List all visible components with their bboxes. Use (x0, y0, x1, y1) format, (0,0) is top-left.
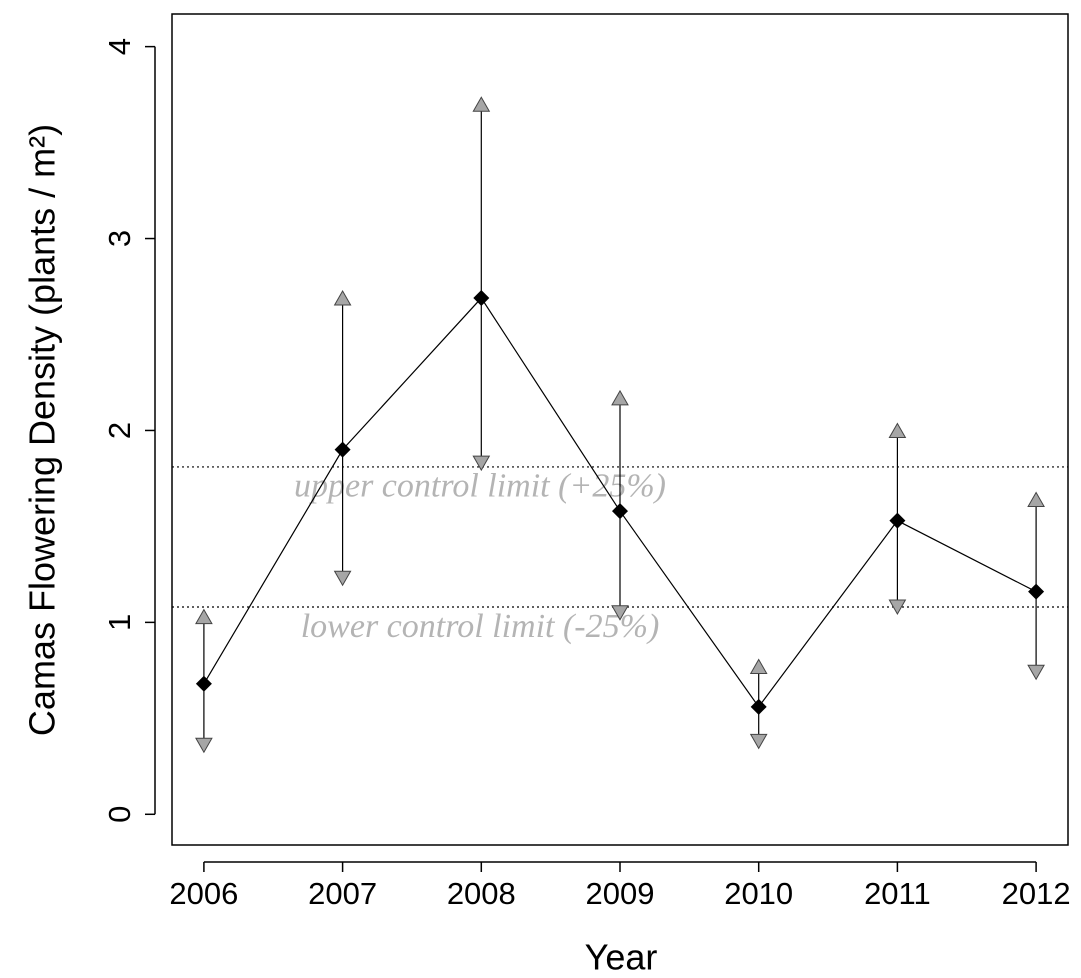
lower-arrow (333, 570, 352, 587)
lower-arrow (888, 599, 907, 616)
upper-arrow (749, 658, 768, 675)
x-tick-label: 2011 (864, 876, 931, 911)
y-tick-label: 1 (102, 614, 137, 631)
x-tick-label: 2006 (169, 876, 238, 911)
data-point (334, 441, 351, 458)
control-limit-label: lower control limit (-25%) (301, 608, 660, 645)
lower-arrow (1027, 664, 1045, 681)
x-tick-label: 2012 (1002, 876, 1071, 911)
upper-arrow (472, 96, 491, 112)
control-limit-label: upper control limit (+25%) (294, 468, 666, 505)
data-point (1028, 583, 1045, 600)
x-tick-label: 2009 (586, 876, 655, 911)
lower-arrow (195, 737, 213, 754)
y-tick-label: 3 (102, 230, 137, 247)
x-tick-label: 2007 (308, 876, 377, 911)
y-tick-label: 2 (102, 422, 137, 439)
plot-box (171, 13, 1069, 846)
lower-arrow (472, 455, 491, 472)
upper-arrow (611, 389, 629, 406)
lower-arrow (611, 605, 629, 621)
data-point (473, 290, 490, 307)
x-axis-title: Year (585, 937, 658, 978)
y-tick-label: 4 (102, 38, 137, 55)
x-tick-label: 2010 (724, 876, 793, 911)
data-point (889, 512, 906, 529)
upper-arrow (888, 422, 907, 438)
data-point (195, 675, 212, 692)
upper-arrow (195, 608, 213, 625)
upper-arrow (333, 290, 352, 306)
data-point (612, 503, 628, 520)
y-tick-label: 0 (102, 806, 137, 823)
x-tick-label: 2008 (447, 876, 516, 911)
lower-arrow (749, 733, 768, 750)
data-point (750, 698, 767, 715)
upper-arrow (1027, 491, 1045, 508)
y-axis-title: Camas Flowering Density (plants / m²) (22, 124, 63, 736)
